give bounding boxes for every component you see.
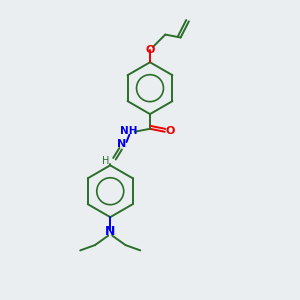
Text: O: O: [166, 126, 175, 136]
Text: H: H: [102, 156, 109, 166]
Text: N: N: [116, 140, 126, 149]
Text: O: O: [145, 45, 155, 55]
Text: NH: NH: [120, 126, 138, 136]
Text: N: N: [105, 225, 116, 238]
